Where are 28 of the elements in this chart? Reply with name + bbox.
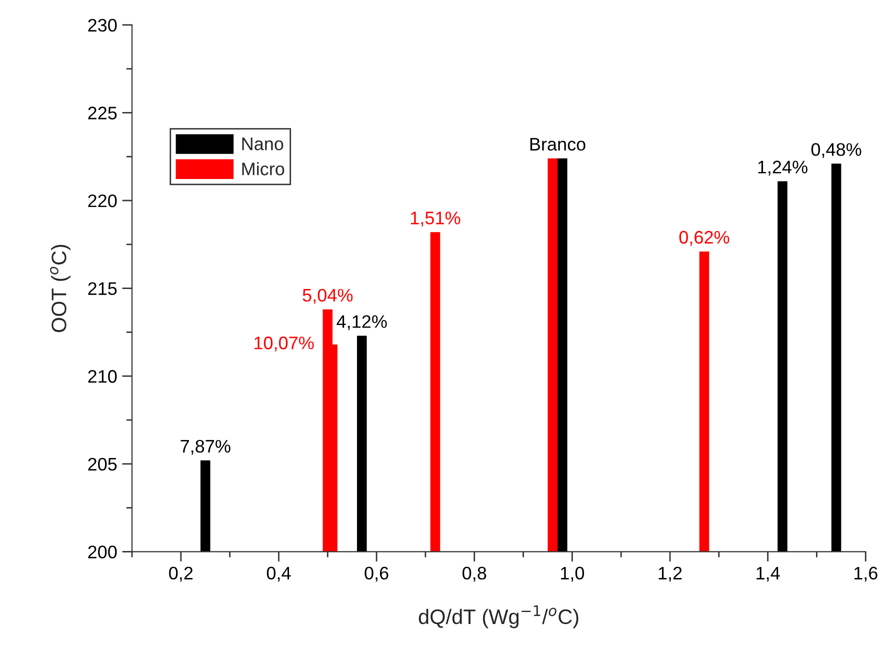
- y-tick-label: 220: [88, 194, 117, 208]
- annotation: 1,24%: [758, 160, 808, 176]
- x-axis-title: dQ/dT (Wg$^{−1}$/$^{o}$C): [418, 605, 578, 628]
- x-tick-label: 1,2: [658, 566, 682, 582]
- annotation: 10,07%: [254, 336, 314, 352]
- annotation: 5,04%: [302, 288, 353, 304]
- annotation: 0,48%: [811, 143, 862, 158]
- y-tick-label: 210: [88, 370, 117, 383]
- y-tick-label: 225: [88, 106, 117, 120]
- annotation: 7,87%: [180, 440, 230, 455]
- annotation: 0,62%: [679, 230, 730, 246]
- x-tick-label: 0,4: [266, 566, 291, 582]
- x-tick-label: 0,2: [169, 566, 193, 582]
- x-tick-label: 1,6: [854, 566, 878, 582]
- annotation: 4,12%: [336, 315, 387, 330]
- x-tick-label: 0,6: [364, 566, 388, 582]
- y-tick-label: 230: [88, 18, 117, 32]
- legend-label: Micro: [242, 162, 284, 176]
- y-tick-label: 205: [88, 458, 117, 471]
- x-tick-label: 0,8: [462, 566, 486, 582]
- legend-label: Nano: [242, 138, 284, 150]
- annotation: Branco: [530, 138, 586, 151]
- y-axis-title: OOT ($^{o}$C): [50, 244, 70, 332]
- annotation: 1,51%: [411, 212, 460, 227]
- x-tick-label: 1,0: [561, 566, 584, 582]
- x-tick-label: 1,4: [756, 566, 780, 582]
- y-tick-label: 215: [88, 282, 117, 296]
- y-tick-label: 200: [88, 546, 117, 558]
